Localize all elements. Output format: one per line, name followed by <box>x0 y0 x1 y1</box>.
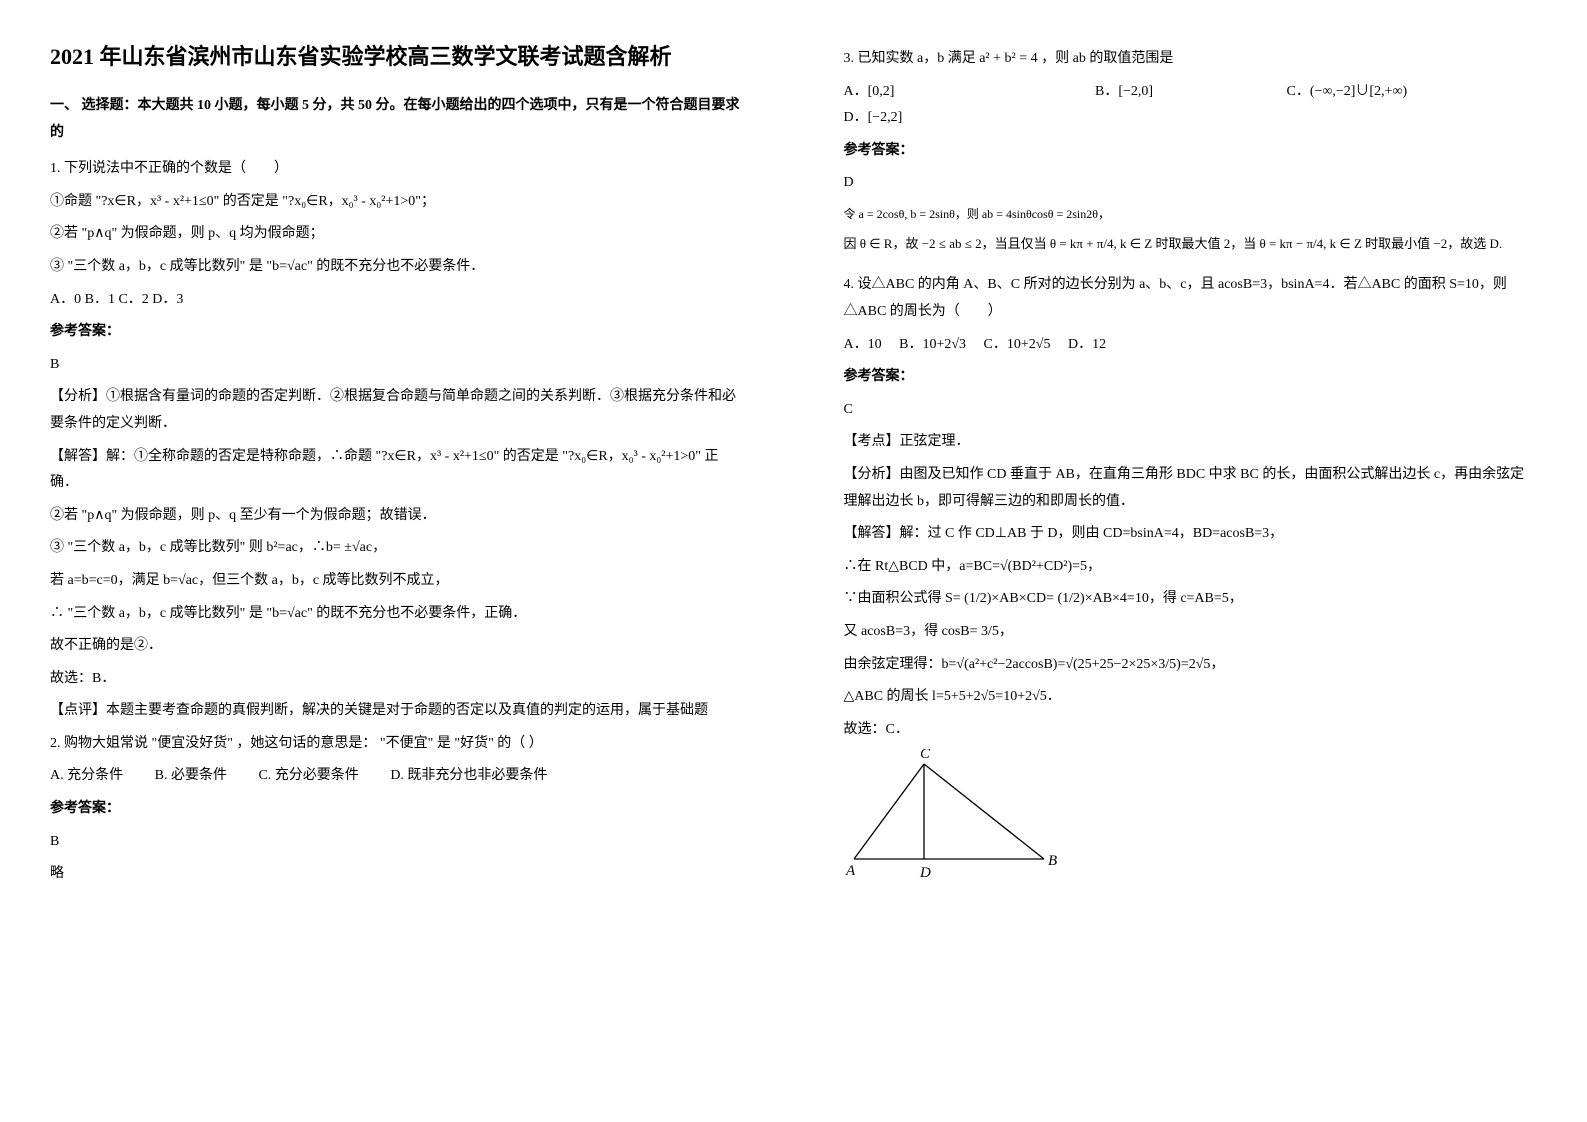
q1-options: A．0 B．1 C．2 D．3 <box>50 287 744 314</box>
q1-analysis-1: 【分析】①根据含有量词的命题的否定判断．②根据复合命题与简单命题之间的关系判断．… <box>50 384 744 437</box>
svg-text:C: C <box>920 749 931 762</box>
triangle-diagram: A B C D <box>844 749 1064 879</box>
q3-options: A．[0,2] B．[−2,0] C．(−∞,−2]∪[2,+∞) D．[−2,… <box>844 79 1538 132</box>
q4-l9: 故选：C． <box>844 717 1538 744</box>
q2-answer: B <box>50 829 744 856</box>
q4-l6: 又 acosB=3，得 cosB= 3/5， <box>844 619 1538 646</box>
q1-line3: ③ "三个数 a，b，c 成等比数列" 是 "b=√ac" 的既不充分也不必要条… <box>50 254 744 281</box>
svg-text:B: B <box>1048 853 1057 869</box>
q4-answer: C <box>844 397 1538 424</box>
q3-line1: 令 a = 2cosθ, b = 2sinθ，则 ab = 4sinθcosθ … <box>844 203 1538 226</box>
q2-opt-d: D. 既非充分也非必要条件 <box>390 768 547 783</box>
section-1-head: 一、 选择题：本大题共 10 小题，每小题 5 分，共 50 分。在每小题给出的… <box>50 93 744 146</box>
q4-opt-b: B．10+2√3 <box>899 337 966 352</box>
q1-stem: 1. 下列说法中不正确的个数是（ ） <box>50 156 744 183</box>
q4-opt-d: D．12 <box>1068 337 1106 352</box>
q1-analysis-4: ③ "三个数 a，b，c 成等比数列" 则 b²=ac，∴b= ±√ac， <box>50 535 744 562</box>
left-column: 2021 年山东省滨州市山东省实验学校高三数学文联考试题含解析 一、 选择题：本… <box>0 0 794 934</box>
q3-stem: 3. 已知实数 a，b 满足 a² + b² = 4 ，则 ab 的取值范围是 <box>844 46 1538 73</box>
q2-note: 略 <box>50 861 744 888</box>
q3-opt-a: A．[0,2] <box>844 79 1064 106</box>
svg-text:D: D <box>919 865 931 879</box>
q1-line2: ②若 "p∧q" 为假命题，则 p、q 均为假命题； <box>50 221 744 248</box>
answer-label-4: 参考答案： <box>844 364 1538 391</box>
q1-analysis-7: 故不正确的是②． <box>50 633 744 660</box>
q4-options: A．10 B．10+2√3 C．10+2√5 D．12 <box>844 332 1538 359</box>
q1-analysis-8: 故选：B． <box>50 666 744 693</box>
q2-opt-c: C. 充分必要条件 <box>258 768 358 783</box>
q1-analysis-6: ∴ "三个数 a，b，c 成等比数列" 是 "b=√ac" 的既不充分也不必要条… <box>50 601 744 628</box>
right-column: 3. 已知实数 a，b 满足 a² + b² = 4 ，则 ab 的取值范围是 … <box>794 0 1587 934</box>
q1-analysis-9: 【点评】本题主要考查命题的真假判断，解决的关键是对于命题的否定以及真值的判定的运… <box>50 698 744 725</box>
q4-l7: 由余弦定理得：b=√(a²+c²−2accosB)=√(25+25−2×25×3… <box>844 652 1538 679</box>
q1-analysis-3: ②若 "p∧q" 为假命题，则 p、q 至少有一个为假命题；故错误． <box>50 503 744 530</box>
q3-answer: D <box>844 170 1538 197</box>
q3-line2: 因 θ ∈ R，故 −2 ≤ ab ≤ 2，当且仅当 θ = kπ + π/4,… <box>844 232 1538 257</box>
answer-label-2: 参考答案： <box>50 796 744 823</box>
q4-l1: 【考点】正弦定理． <box>844 429 1538 456</box>
q3-opt-d: D．[−2,2] <box>844 110 903 125</box>
q4-l2: 【分析】由图及已知作 CD 垂直于 AB，在直角三角形 BDC 中求 BC 的长… <box>844 462 1538 515</box>
answer-label: 参考答案： <box>50 319 744 346</box>
svg-text:A: A <box>845 863 856 879</box>
q2-options: A. 充分条件 B. 必要条件 C. 充分必要条件 D. 既非充分也非必要条件 <box>50 763 744 790</box>
q3-opt-b: B．[−2,0] <box>1095 79 1255 106</box>
q4-opt-a: A．10 <box>844 337 882 352</box>
q2-opt-b: B. 必要条件 <box>155 768 227 783</box>
q4-opt-c: C．10+2√5 <box>984 337 1051 352</box>
q4-stem: 4. 设△ABC 的内角 A、B、C 所对的边长分别为 a、b、c，且 acos… <box>844 272 1538 325</box>
q2-stem: 2. 购物大姐常说 "便宜没好货" ，她这句话的意思是： "不便宜" 是 "好货… <box>50 731 744 758</box>
q4-l4: ∴在 Rt△BCD 中，a=BC=√(BD²+CD²)=5， <box>844 554 1538 581</box>
q3-opt-c: C．(−∞,−2]∪[2,+∞) <box>1287 79 1487 106</box>
q1-line1: ①命题 "?x∈R，x³ - x²+1≤0" 的否定是 "?x₀∈R，x₀³ -… <box>50 189 744 216</box>
q4-l5: ∵由面积公式得 S= (1/2)×AB×CD= (1/2)×AB×4=10，得 … <box>844 586 1538 613</box>
q4-l3: 【解答】解：过 C 作 CD⊥AB 于 D，则由 CD=bsinA=4，BD=a… <box>844 521 1538 548</box>
q1-answer: B <box>50 352 744 379</box>
q1-analysis-2: 【解答】解：①全称命题的否定是特称命题，∴命题 "?x∈R，x³ - x²+1≤… <box>50 444 744 497</box>
answer-label-3: 参考答案： <box>844 138 1538 165</box>
q2-opt-a: A. 充分条件 <box>50 768 123 783</box>
main-title: 2021 年山东省滨州市山东省实验学校高三数学文联考试题含解析 <box>50 40 744 73</box>
q4-l8: △ABC 的周长 l=5+5+2√5=10+2√5． <box>844 684 1538 711</box>
q1-analysis-5: 若 a=b=c=0，满足 b=√ac，但三个数 a，b，c 成等比数列不成立， <box>50 568 744 595</box>
